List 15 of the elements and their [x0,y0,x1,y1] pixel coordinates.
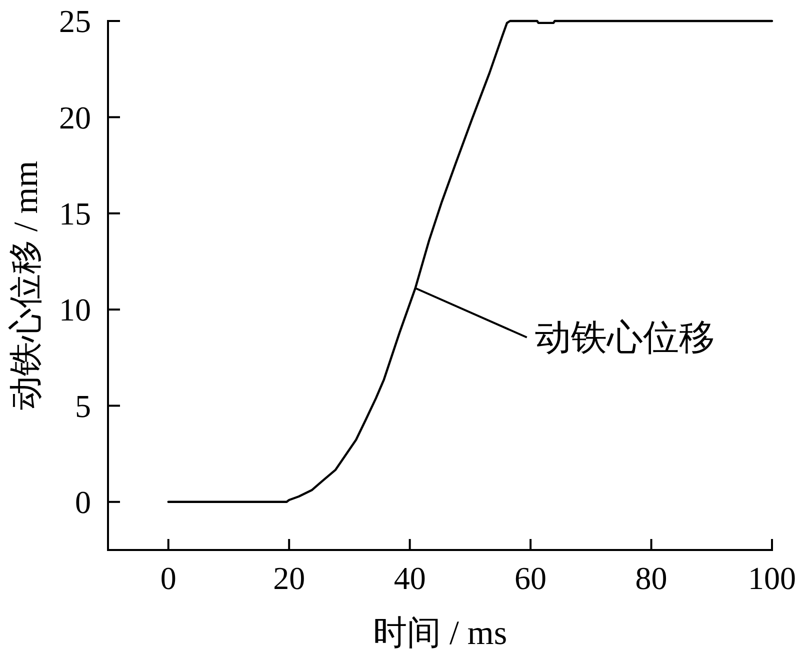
y-tick-label: 10 [59,292,91,328]
x-tick-label: 80 [635,560,668,596]
y-tick-label: 5 [75,388,91,424]
x-tick-label: 0 [160,560,176,596]
y-tick-label: 20 [59,99,91,136]
annotation: 动铁心位移 [534,317,715,358]
x-tick-label: 100 [748,560,796,596]
y-tick-label: 15 [59,196,91,232]
y-axis-title: 动铁心位移 / mm [8,160,44,410]
x-axis-title: 时间 / ms [372,615,508,652]
y-tick-label: 0 [75,484,91,520]
y-tick-label: 25 [59,3,91,40]
x-tick-label: 40 [394,560,426,596]
x-tick-label: 60 [514,560,547,596]
x-tick-label: 20 [273,560,306,596]
